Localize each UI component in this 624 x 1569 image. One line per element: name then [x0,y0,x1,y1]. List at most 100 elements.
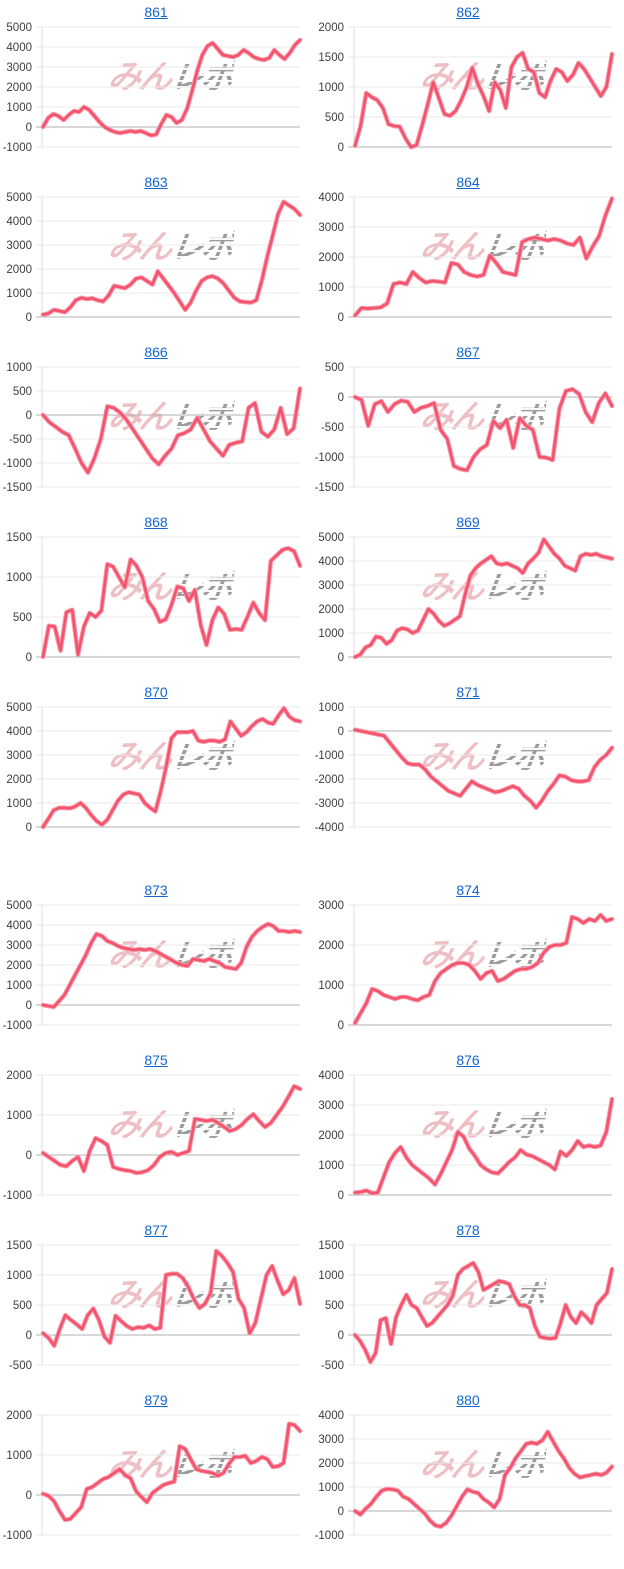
plot-area: みんレポ 5000 4000 3000 2000 1000 0 [312,532,624,664]
payout-line-chart: 5000 4000 3000 2000 1000 0 [6,192,303,324]
svg-text:1000: 1000 [318,702,344,714]
machine-number-link[interactable]: 880 [456,1392,480,1408]
svg-text:2000: 2000 [6,1410,32,1422]
machine-number-link[interactable]: 863 [144,174,168,190]
svg-text:-3000: -3000 [315,798,344,810]
svg-text:-1000: -1000 [315,1530,344,1542]
chart-title: 873 [0,878,312,900]
svg-text:3000: 3000 [318,580,344,592]
svg-text:1000: 1000 [318,980,344,992]
svg-text:500: 500 [13,1300,32,1312]
svg-text:1000: 1000 [6,798,32,810]
plot-area: みんレポ 1000 0 -1000 -2000 -3000 -4000 [312,702,624,834]
machine-number-link[interactable]: 875 [144,1052,168,1068]
machine-number-link[interactable]: 870 [144,684,168,700]
svg-text:-500: -500 [321,422,344,434]
machine-chart-card: 861 みんレポ 5000 4000 3000 2000 1000 0 -1000 [0,0,312,170]
machine-number-link[interactable]: 866 [144,344,168,360]
svg-text:0: 0 [338,312,344,324]
svg-text:-4000: -4000 [315,822,344,834]
svg-text:1000: 1000 [6,572,32,584]
svg-text:0: 0 [26,312,32,324]
machine-number-link[interactable]: 877 [144,1222,168,1238]
svg-text:1000: 1000 [318,628,344,640]
machine-chart-card: 878 みんレポ 1500 1000 500 0 -500 [312,1218,624,1388]
machine-chart-card: 864 みんレポ 4000 3000 2000 1000 0 [312,170,624,340]
svg-text:0: 0 [26,822,32,834]
machine-number-link[interactable]: 869 [456,514,480,530]
svg-text:500: 500 [13,612,32,624]
payout-line-chart: 1500 1000 500 0 -500 [6,1240,303,1372]
machine-number-link[interactable]: 874 [456,882,480,898]
svg-text:1000: 1000 [6,362,32,374]
machine-chart-card: 880 みんレポ 4000 3000 2000 1000 0 -1000 [312,1388,624,1558]
svg-text:-1000: -1000 [3,1190,32,1202]
svg-text:3000: 3000 [318,1100,344,1112]
payout-line-chart: 4000 3000 2000 1000 0 [318,192,615,324]
plot-area: みんレポ 500 0 -500 -1000 -1500 [312,362,624,494]
svg-text:-500: -500 [9,434,32,446]
svg-text:2000: 2000 [6,1070,32,1082]
plot-area: みんレポ 1500 1000 500 0 -500 [312,1240,624,1372]
svg-text:0: 0 [26,1000,32,1012]
payout-line-chart: 4000 3000 2000 1000 0 [318,1070,615,1202]
machine-number-link[interactable]: 878 [456,1222,480,1238]
payout-line-chart: 5000 4000 3000 2000 1000 0 -1000 [3,900,303,1032]
svg-text:0: 0 [338,1506,344,1518]
machine-chart-card: 871 みんレポ 1000 0 -1000 -2000 -3000 -4000 [312,680,624,850]
svg-text:0: 0 [26,652,32,664]
machine-number-link[interactable]: 862 [456,4,480,20]
svg-text:2000: 2000 [318,252,344,264]
chart-title: 877 [0,1218,312,1240]
payout-line-chart: 1000 0 -1000 -2000 -3000 -4000 [315,702,615,834]
svg-text:1000: 1000 [318,1160,344,1172]
svg-text:0: 0 [338,1190,344,1202]
svg-text:1000: 1000 [6,1450,32,1462]
plot-area: みんレポ 2000 1000 0 -1000 [0,1070,312,1202]
svg-text:-1000: -1000 [315,452,344,464]
svg-text:1500: 1500 [6,1240,32,1252]
machine-number-link[interactable]: 873 [144,882,168,898]
machine-chart-card: 868 みんレポ 1500 1000 500 0 [0,510,312,680]
svg-text:5000: 5000 [6,22,32,34]
svg-text:3000: 3000 [318,1434,344,1446]
machine-number-link[interactable]: 861 [144,4,168,20]
machine-number-link[interactable]: 879 [144,1392,168,1408]
svg-text:5000: 5000 [6,900,32,912]
svg-text:1000: 1000 [6,1110,32,1122]
svg-text:3000: 3000 [318,900,344,912]
svg-text:-1000: -1000 [3,1020,32,1032]
svg-text:3000: 3000 [6,750,32,762]
svg-text:2000: 2000 [6,960,32,972]
svg-text:1500: 1500 [318,1240,344,1252]
machine-chart-card: 873 みんレポ 5000 4000 3000 2000 1000 0 -1000 [0,878,312,1048]
machine-chart-card: 879 みんレポ 2000 1000 0 -1000 [0,1388,312,1558]
chart-title: 868 [0,510,312,532]
svg-text:-500: -500 [9,1360,32,1372]
machine-number-link[interactable]: 864 [456,174,480,190]
svg-text:1000: 1000 [318,82,344,94]
machine-number-link[interactable]: 867 [456,344,480,360]
payout-line-chart: 500 0 -500 -1000 -1500 [315,362,615,494]
payout-line-chart: 1500 1000 500 0 -500 [318,1240,615,1372]
svg-text:0: 0 [338,726,344,738]
machine-number-link[interactable]: 871 [456,684,480,700]
plot-area: みんレポ 4000 3000 2000 1000 0 [312,192,624,324]
row-spacer [0,850,624,878]
machine-chart-card: 877 みんレポ 1500 1000 500 0 -500 [0,1218,312,1388]
machine-number-link[interactable]: 876 [456,1052,480,1068]
svg-text:4000: 4000 [318,192,344,204]
svg-text:-2000: -2000 [315,774,344,786]
machine-chart-card: 866 みんレポ 1000 500 0 -500 -1000 -1500 [0,340,312,510]
svg-text:500: 500 [325,112,344,124]
plot-area: みんレポ 5000 4000 3000 2000 1000 0 -1000 [0,900,312,1032]
plot-area: みんレポ 5000 4000 3000 2000 1000 0 [0,192,312,324]
chart-title: 871 [312,680,624,702]
svg-text:0: 0 [338,392,344,404]
svg-text:500: 500 [325,362,344,374]
machine-number-link[interactable]: 868 [144,514,168,530]
svg-text:3000: 3000 [6,240,32,252]
svg-text:1000: 1000 [6,102,32,114]
chart-title: 876 [312,1048,624,1070]
machine-chart-card: 867 みんレポ 500 0 -500 -1000 -1500 [312,340,624,510]
